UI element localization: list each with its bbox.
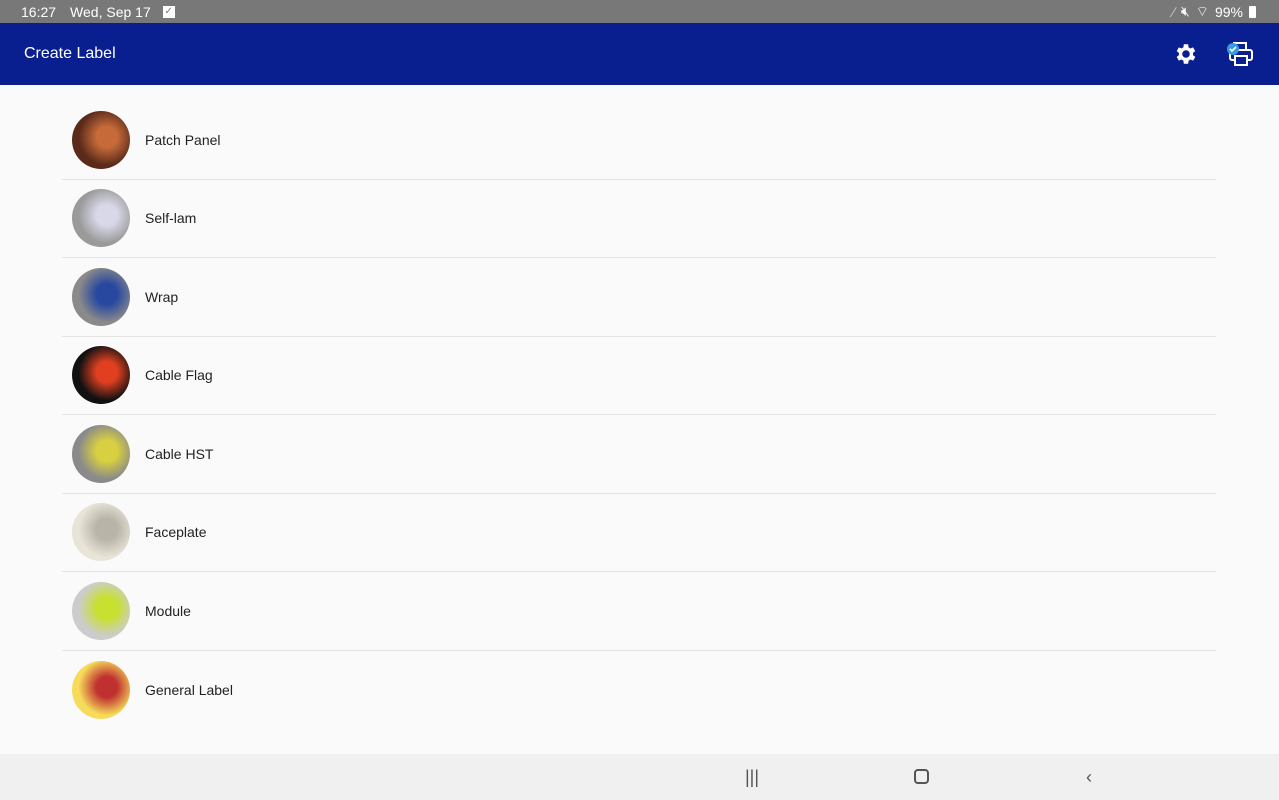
list-item-module[interactable]: Module [62, 572, 1216, 651]
list-item-wrap[interactable]: Wrap [62, 258, 1216, 337]
label-type-thumbnail [72, 189, 130, 248]
pen-icon: ∕ [1172, 3, 1175, 20]
label-type-thumbnail [72, 424, 130, 483]
app-bar: Create Label [0, 23, 1279, 85]
list-item-patch-panel[interactable]: Patch Panel [62, 101, 1216, 180]
status-bar: 16:27 Wed, Sep 17 ✓ ∕ 🔇︎ ⌔ 99% [0, 0, 1279, 23]
list-item-self-lam[interactable]: Self-lam [62, 180, 1216, 258]
list-item-label: Cable Flag [145, 367, 213, 384]
mute-icon: 🔇︎ [1180, 3, 1190, 19]
status-date: Wed, Sep 17 [70, 3, 151, 20]
list-item-label: Patch Panel [145, 131, 221, 148]
list-item-label: Wrap [145, 288, 179, 305]
page-title: Create Label [24, 45, 116, 62]
list-item-label: Faceplate [145, 524, 207, 541]
recent-apps-icon[interactable]: ||| [745, 767, 760, 787]
label-type-thumbnail [72, 581, 130, 640]
battery-icon [1249, 5, 1256, 18]
wifi-icon: ⌔ [1195, 2, 1209, 19]
list-item-label: General Label [145, 681, 233, 698]
list-item-label: Module [145, 602, 191, 619]
label-type-thumbnail [72, 503, 130, 562]
list-item-label: Cable HST [145, 445, 214, 462]
battery-level: 99% [1214, 3, 1243, 20]
list-item-label: Self-lam [145, 210, 197, 227]
list-item-cable-flag[interactable]: Cable Flag [62, 337, 1216, 415]
label-type-thumbnail [72, 267, 130, 326]
list-item-cable-hst[interactable]: Cable HST [62, 415, 1216, 494]
gear-icon[interactable] [1173, 41, 1199, 67]
printer-connected-icon[interactable] [1225, 40, 1255, 68]
label-type-thumbnail [72, 346, 130, 405]
list-item-general-label[interactable]: General Label [62, 651, 1216, 730]
status-time: 16:27 [21, 3, 57, 20]
list-item-faceplate[interactable]: Faceplate [62, 494, 1216, 572]
back-icon[interactable]: ‹ [1086, 767, 1092, 787]
label-type-list: Patch Panel Self-lam Wrap Cable Flag Cable H… [62, 101, 1216, 729]
navigation-bar: ||| ‹ [0, 754, 1279, 800]
label-type-thumbnail [72, 660, 130, 719]
label-type-thumbnail [72, 110, 130, 169]
checkbox-notification-icon: ✓ [162, 5, 175, 18]
home-icon[interactable] [914, 769, 929, 784]
